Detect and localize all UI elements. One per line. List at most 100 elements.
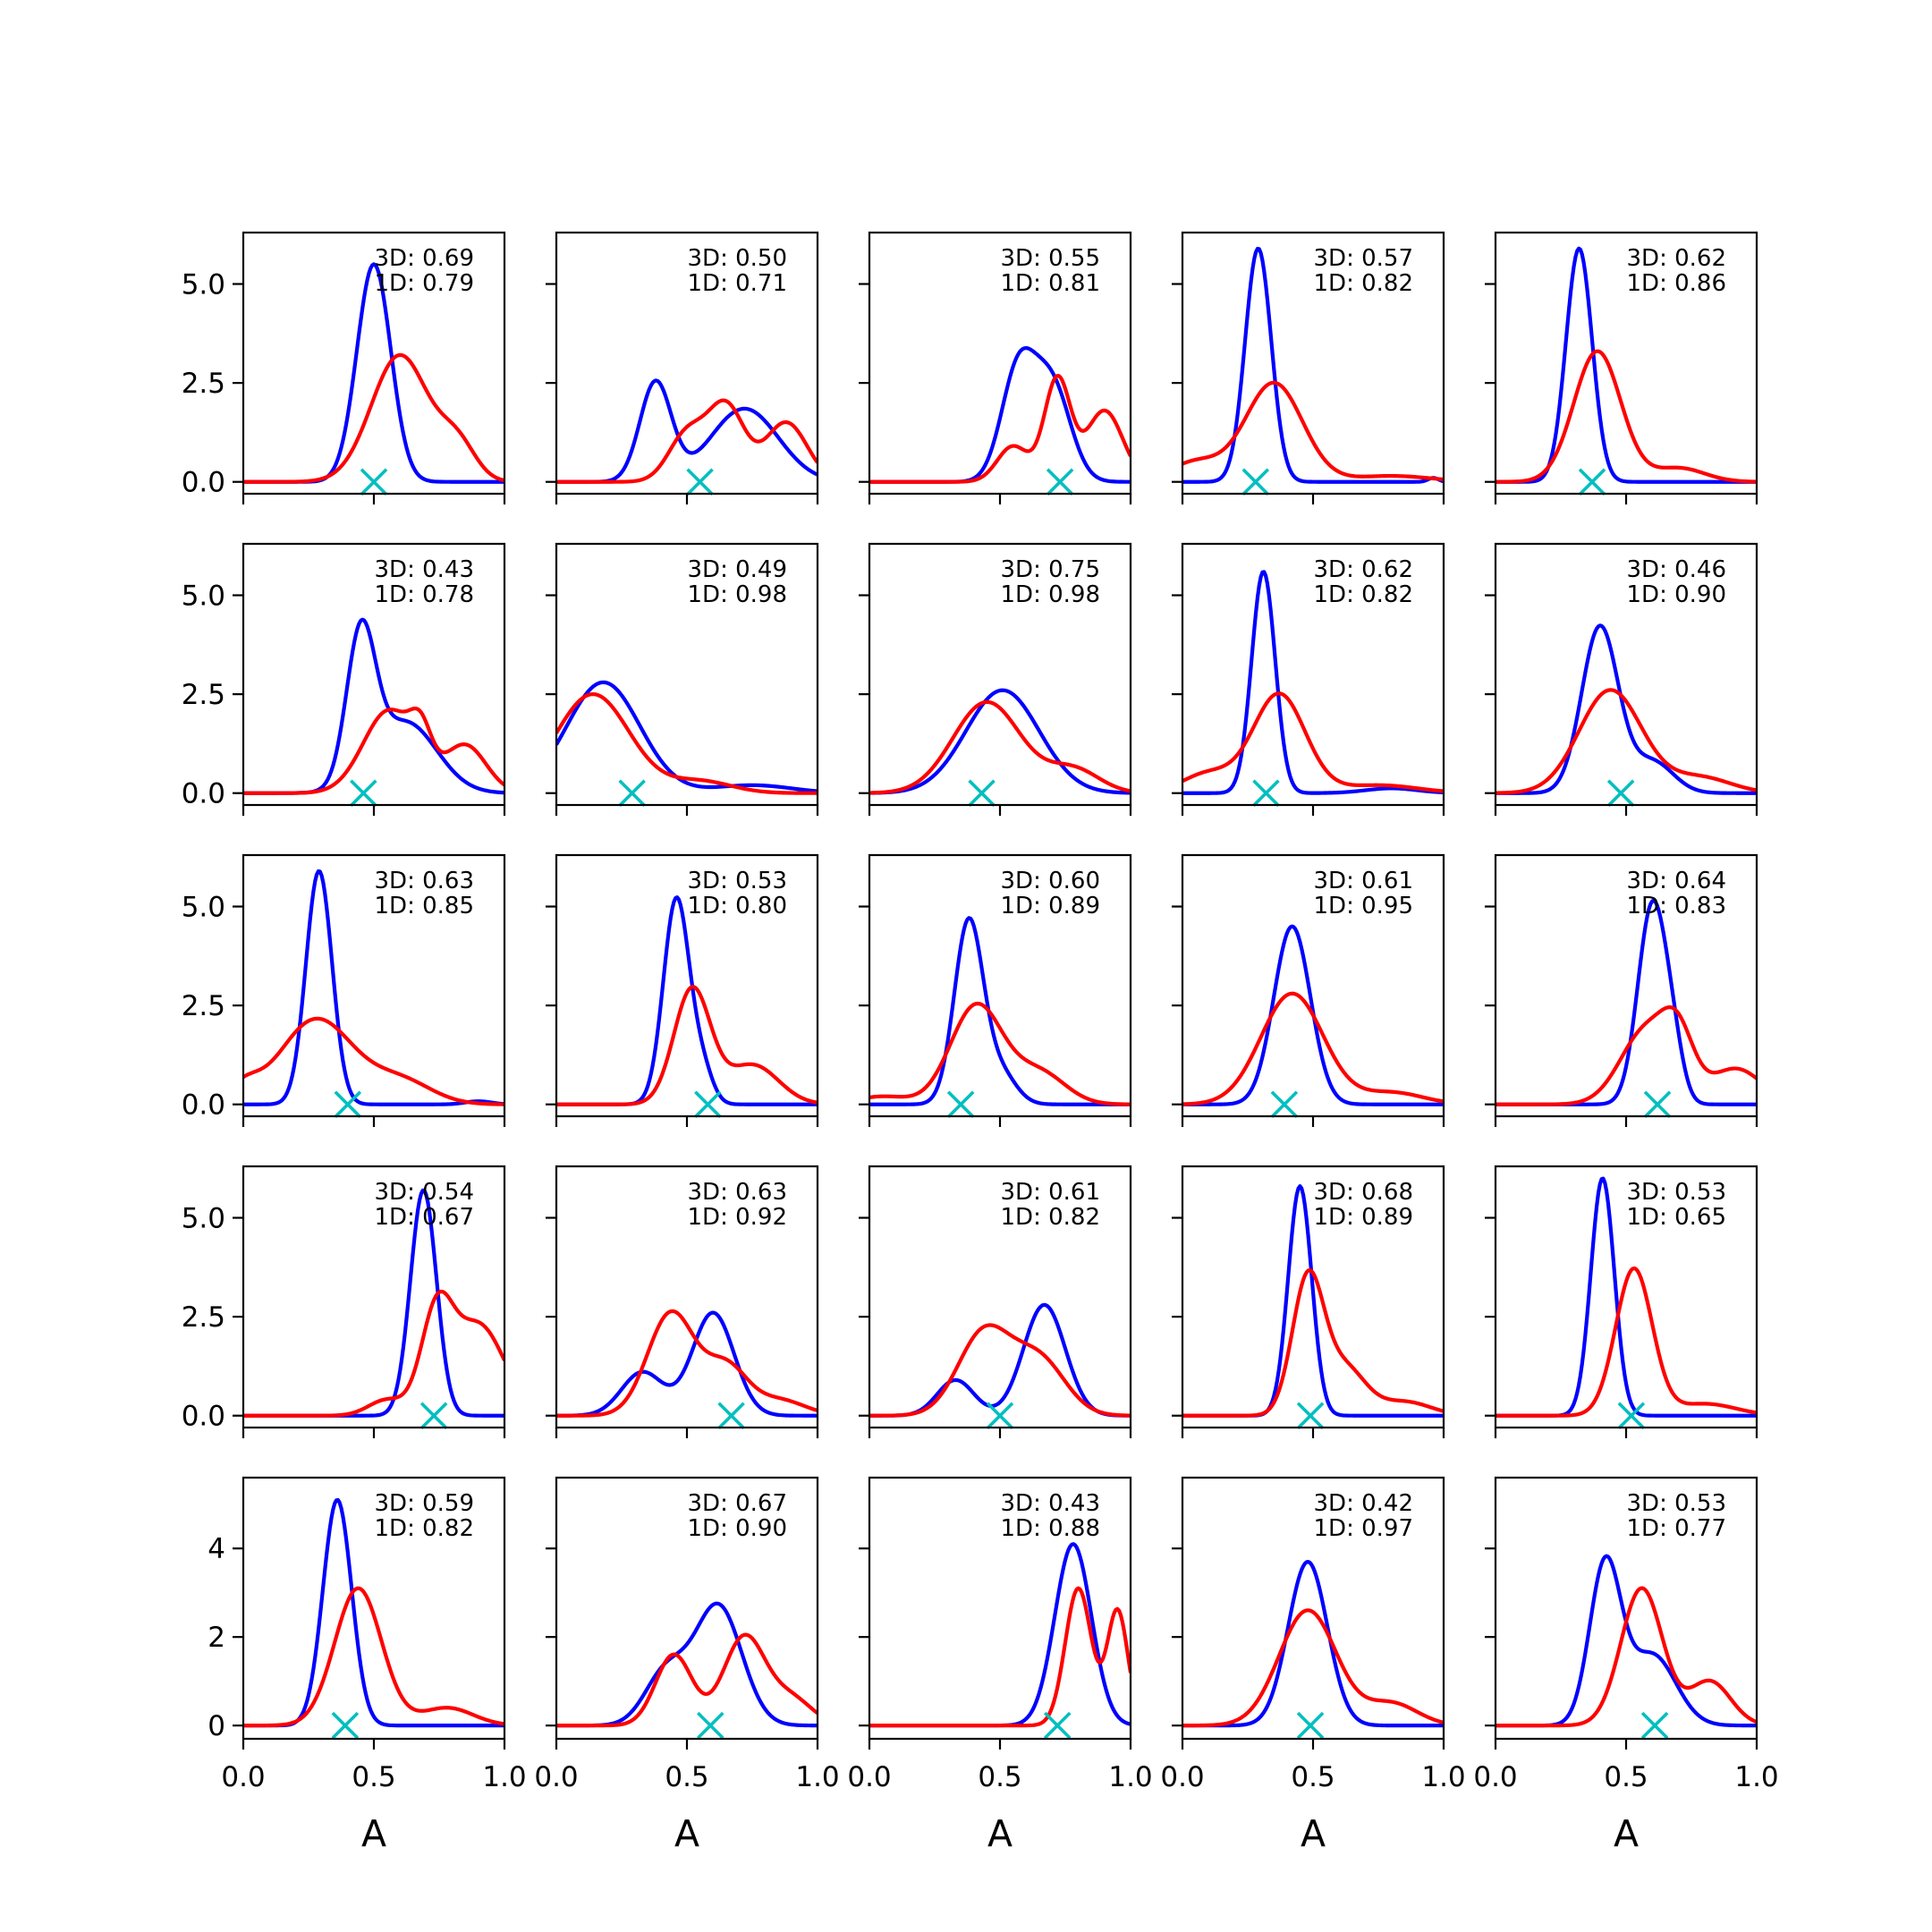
y-tick-label: 0 <box>208 1710 225 1742</box>
true-value-marker <box>1643 1090 1672 1119</box>
annotation-1d: 1D: 0.82 <box>1314 270 1413 297</box>
density-curve-1d <box>1496 688 1757 795</box>
x-axis-label: A <box>361 1812 386 1855</box>
density-curve-3d <box>1496 246 1757 484</box>
x-tick-label: 1.0 <box>1421 1761 1465 1793</box>
x-tick-label: 0.5 <box>978 1761 1021 1793</box>
true-value-marker <box>986 1402 1014 1430</box>
density-curve-1d <box>1496 1266 1757 1418</box>
x-tick-label: 1.0 <box>1108 1761 1152 1793</box>
annotation-3d: 3D: 0.75 <box>1001 556 1100 583</box>
density-curve-3d <box>1496 623 1757 795</box>
x-tick-label: 0.5 <box>1291 1761 1335 1793</box>
true-value-marker <box>1578 468 1606 496</box>
true-value-marker <box>350 779 377 807</box>
x-tick-label: 0.0 <box>1160 1761 1204 1793</box>
density-curve-3d <box>869 916 1131 1106</box>
density-curve-3d <box>869 1302 1131 1418</box>
density-curve-1d <box>243 1289 504 1418</box>
annotation-1d: 1D: 0.88 <box>1001 1515 1100 1542</box>
annotation-1d: 1D: 0.82 <box>1001 1204 1100 1231</box>
annotation-3d: 3D: 0.64 <box>1627 868 1726 894</box>
density-curve-3d <box>556 1601 818 1728</box>
true-value-marker <box>618 779 646 807</box>
annotation-1d: 1D: 0.95 <box>1314 893 1413 919</box>
annotation-1d: 1D: 0.65 <box>1627 1204 1726 1231</box>
true-value-marker <box>1043 1711 1072 1740</box>
true-value-marker <box>694 1090 722 1119</box>
true-value-marker <box>697 1711 724 1740</box>
annotation-1d: 1D: 0.98 <box>688 581 787 608</box>
annotation-3d: 3D: 0.46 <box>1627 556 1726 583</box>
annotation-3d: 3D: 0.53 <box>688 868 787 894</box>
density-curve-1d <box>556 1309 818 1418</box>
annotation-1d: 1D: 0.79 <box>375 270 474 297</box>
density-curve-1d <box>1182 1267 1444 1418</box>
true-value-marker <box>1606 779 1635 807</box>
density-curve-1d <box>556 692 818 795</box>
x-tick-label: 0.5 <box>665 1761 708 1793</box>
true-value-marker <box>686 468 714 496</box>
annotation-1d: 1D: 0.77 <box>1627 1515 1726 1542</box>
x-tick-label: 0.5 <box>1604 1761 1648 1793</box>
y-tick-label: 4 <box>208 1533 225 1565</box>
annotation-1d: 1D: 0.86 <box>1627 270 1726 297</box>
annotation-3d: 3D: 0.49 <box>688 556 787 583</box>
density-curve-1d <box>1496 1005 1757 1106</box>
annotation-1d: 1D: 0.83 <box>1627 893 1726 919</box>
density-curve-3d <box>243 869 504 1106</box>
annotation-3d: 3D: 0.54 <box>375 1179 474 1206</box>
annotation-3d: 3D: 0.67 <box>688 1490 787 1517</box>
annotation-3d: 3D: 0.63 <box>375 868 474 894</box>
x-tick-label: 1.0 <box>1734 1761 1778 1793</box>
annotation-1d: 1D: 0.98 <box>1001 581 1100 608</box>
annotation-3d: 3D: 0.43 <box>375 556 474 583</box>
annotation-1d: 1D: 0.97 <box>1314 1515 1413 1542</box>
density-curve-1d <box>1182 691 1444 793</box>
true-value-marker <box>1270 1090 1299 1119</box>
x-axis-label: A <box>987 1812 1013 1855</box>
annotation-3d: 3D: 0.42 <box>1314 1490 1413 1517</box>
annotation-3d: 3D: 0.69 <box>375 245 474 272</box>
density-curve-3d <box>1182 1559 1444 1728</box>
density-curve-1d <box>556 1632 818 1728</box>
x-tick-label: 0.0 <box>221 1761 265 1793</box>
true-value-marker <box>1640 1711 1669 1740</box>
density-curve-3d <box>556 1310 818 1418</box>
density-curve-3d <box>869 345 1131 484</box>
annotation-1d: 1D: 0.81 <box>1001 270 1100 297</box>
annotation-3d: 3D: 0.61 <box>1314 868 1413 894</box>
y-tick-label: 2.5 <box>182 679 225 711</box>
annotation-3d: 3D: 0.57 <box>1314 245 1413 272</box>
annotation-3d: 3D: 0.53 <box>1627 1179 1726 1206</box>
y-tick-label: 5.0 <box>182 269 225 301</box>
annotation-1d: 1D: 0.82 <box>375 1515 474 1542</box>
annotation-3d: 3D: 0.43 <box>1001 1490 1100 1517</box>
x-axis-label: A <box>674 1812 699 1855</box>
annotation-3d: 3D: 0.63 <box>688 1179 787 1206</box>
y-tick-label: 0.0 <box>182 778 225 810</box>
x-tick-label: 0.0 <box>847 1761 891 1793</box>
y-tick-label: 0.0 <box>182 1401 225 1433</box>
y-tick-label: 5.0 <box>182 1203 225 1235</box>
density-curve-1d <box>1496 349 1757 484</box>
annotation-1d: 1D: 0.67 <box>375 1204 474 1231</box>
density-curve-1d <box>869 699 1131 795</box>
